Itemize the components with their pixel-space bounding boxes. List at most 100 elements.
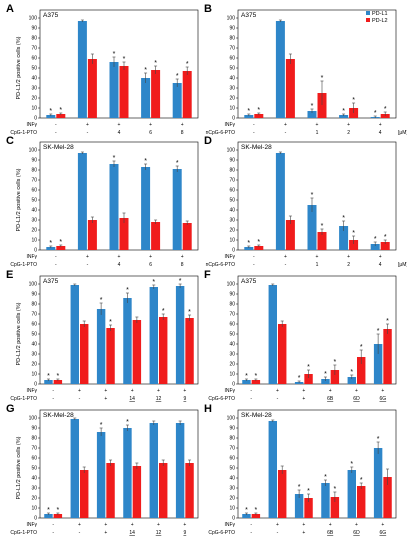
bar-pd-l2: [106, 328, 115, 384]
y-tick-label: 30: [229, 86, 235, 92]
y-tick-label: 0: [232, 516, 235, 522]
condition-row-label: INFγ: [224, 122, 235, 128]
y-tick-label: 10: [31, 238, 37, 244]
bar-pd-l1: [109, 62, 119, 118]
bar-pd-l2: [251, 514, 261, 518]
panel-e: E A375 0 10 20 30 40 50 60 70 80 90 100 PD-L1/2 posit…: [6, 269, 199, 402]
y-tick-label: 0: [34, 116, 37, 122]
y-tick-label: 60: [31, 322, 37, 328]
condition-row-label: CpG-1-PTO: [10, 530, 37, 536]
y-tick-label: 90: [31, 26, 37, 32]
condition-value: -: [250, 530, 252, 536]
condition-value: 8: [181, 130, 184, 136]
panel-title: SK-Mel-28: [241, 412, 272, 419]
panel-letter: G: [6, 403, 15, 415]
y-axis-label: PD-L1/2 positive cells (%): [16, 436, 22, 499]
significance-star: *: [152, 279, 155, 286]
y-tick-label: 20: [229, 96, 235, 102]
condition-value: +: [131, 522, 134, 528]
significance-star: *: [100, 422, 103, 429]
significance-star: *: [57, 507, 60, 514]
condition-value: +: [316, 122, 319, 128]
condition-value: -: [253, 254, 255, 260]
unit-label: [μM]: [398, 130, 407, 136]
panel-letter: F: [204, 269, 211, 281]
plot-frame: [237, 275, 397, 385]
legend-entry: PD-L2: [372, 18, 388, 24]
bar-pd-l2: [159, 317, 168, 384]
condition-value: 12: [156, 396, 162, 402]
condition-value: +: [149, 254, 152, 260]
y-tick-label: 10: [229, 238, 235, 244]
bar-pd-l2: [132, 320, 142, 384]
y-axis-label: PD-L1/2 positive cells (%): [16, 36, 22, 99]
bar-pd-l2: [87, 220, 97, 250]
y-tick-label: 50: [229, 332, 235, 338]
bar-pd-l1: [149, 423, 158, 518]
condition-value: +: [86, 254, 89, 260]
y-tick-label: 0: [34, 382, 37, 388]
legend-swatch: [366, 11, 370, 15]
bar-pd-l2: [278, 470, 287, 518]
y-tick-label: 10: [229, 106, 235, 112]
bar-pd-l1: [370, 244, 380, 250]
bar-pd-l1: [175, 423, 185, 518]
condition-value: -: [250, 388, 252, 394]
condition-row-label: INFγ: [224, 522, 235, 528]
legend-entry: PD-L1: [372, 11, 388, 17]
significance-star: *: [342, 215, 345, 222]
significance-star: *: [186, 61, 189, 68]
significance-star: *: [113, 51, 116, 58]
condition-value: -: [79, 396, 81, 402]
condition-value: +: [157, 522, 160, 528]
y-tick-label: 40: [31, 208, 37, 214]
condition-row-label: CpG-1-PTO: [10, 130, 37, 136]
condition-value: 6: [149, 130, 152, 136]
significance-star: *: [321, 223, 324, 230]
panel-letter: D: [204, 135, 212, 147]
significance-star: *: [324, 371, 327, 378]
condition-row-label: INFγ: [224, 254, 235, 260]
condition-value: -: [52, 530, 54, 536]
condition-value: +: [131, 388, 134, 394]
significance-star: *: [144, 158, 147, 165]
bar-pd-l2: [87, 59, 97, 118]
significance-star: *: [386, 318, 389, 325]
condition-value: 1: [316, 262, 319, 268]
y-tick-label: 60: [31, 188, 37, 194]
y-tick-label: 20: [229, 362, 235, 368]
condition-value: -: [277, 530, 279, 536]
bar-pd-l2: [56, 246, 66, 250]
significance-star: *: [179, 278, 182, 285]
panel-title: SK-Mel-28: [241, 144, 272, 151]
condition-value: +: [302, 388, 305, 394]
panel-letter: E: [6, 269, 13, 281]
y-tick-label: 30: [229, 218, 235, 224]
bar-pd-l2: [185, 318, 194, 384]
y-tick-label: 50: [31, 466, 37, 472]
y-tick-label: 100: [29, 416, 38, 422]
plot-frame: [237, 141, 397, 251]
condition-value: 6D: [353, 396, 360, 402]
y-tick-label: 70: [229, 178, 235, 184]
y-tick-label: 60: [31, 456, 37, 462]
y-tick-label: 90: [31, 426, 37, 432]
bar-pd-l1: [275, 21, 285, 118]
bar-pd-l1: [268, 421, 277, 518]
significance-star: *: [334, 359, 337, 366]
y-tick-label: 0: [232, 116, 235, 122]
significance-star: *: [352, 97, 355, 104]
bar-pd-l2: [383, 477, 392, 518]
bar-pd-l2: [304, 374, 313, 384]
bar-pd-l1: [268, 285, 277, 384]
y-tick-label: 60: [31, 56, 37, 62]
significance-star: *: [247, 108, 250, 115]
significance-star: *: [126, 419, 129, 426]
bar-pd-l1: [70, 285, 79, 384]
y-tick-label: 50: [31, 198, 37, 204]
bar-pd-l1: [123, 428, 132, 518]
significance-star: *: [49, 240, 52, 247]
y-tick-label: 90: [229, 426, 235, 432]
condition-value: +: [284, 122, 287, 128]
